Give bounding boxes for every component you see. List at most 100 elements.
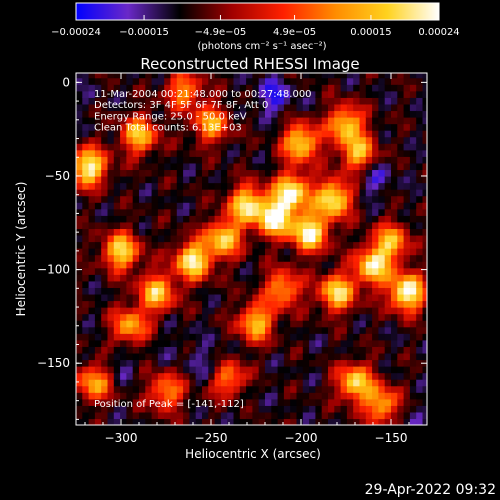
heatmap-cell: [340, 103, 348, 112]
heatmap-cell: [120, 202, 127, 210]
heatmap-cell: [346, 202, 354, 210]
heatmap-cell: [170, 293, 178, 302]
heatmap-cell: [296, 274, 304, 282]
heatmap-cell: [397, 280, 405, 288]
heatmap-cell: [88, 274, 96, 282]
heatmap-cell: [265, 175, 272, 184]
heatmap-cell: [283, 254, 291, 262]
heatmap-cell: [353, 136, 361, 144]
heatmap-cell: [346, 149, 354, 157]
heatmap-cell: [227, 418, 235, 425]
heatmap-cell: [296, 234, 304, 243]
heatmap-cell: [265, 392, 272, 400]
heatmap-cell: [170, 346, 178, 354]
heatmap-cell: [120, 149, 127, 157]
heatmap-cell: [409, 77, 417, 85]
heatmap-cell: [94, 326, 102, 334]
heatmap-cell: [227, 392, 235, 400]
heatmap-cell: [283, 261, 291, 269]
heatmap-cell: [120, 228, 127, 236]
heatmap-cell: [139, 90, 146, 98]
heatmap-cell: [290, 215, 298, 223]
heatmap-cell: [107, 97, 115, 105]
heatmap-cell: [365, 208, 373, 216]
heatmap-cell: [290, 73, 298, 79]
heatmap-cell: [258, 307, 266, 315]
heatmap-cell: [76, 379, 83, 387]
heatmap-cell: [164, 189, 172, 197]
heatmap-cell: [176, 274, 184, 282]
heatmap-cell: [126, 261, 134, 269]
heatmap-cell: [246, 130, 253, 138]
heatmap-cell: [290, 234, 298, 243]
heatmap-cell: [132, 77, 140, 85]
heatmap-cell: [246, 352, 253, 361]
heatmap-cell: [139, 97, 146, 105]
heatmap-cell: [94, 175, 102, 184]
heatmap-cell: [416, 110, 424, 118]
heatmap-cell: [403, 162, 411, 171]
heatmap-cell: [101, 103, 109, 112]
heatmap-cell: [409, 215, 417, 223]
heatmap-cell: [139, 372, 146, 380]
timestamp: 29-Apr-2022 09:32: [364, 482, 496, 498]
heatmap-cell: [283, 392, 291, 400]
heatmap-cell: [296, 307, 304, 315]
heatmap-cell: [422, 234, 427, 243]
heatmap-cell: [309, 372, 316, 380]
heatmap-cell: [164, 162, 172, 171]
heatmap-cell: [334, 221, 342, 230]
heatmap-cell: [391, 77, 398, 85]
heatmap-cell: [82, 333, 90, 341]
heatmap-cell: [132, 379, 140, 387]
heatmap-cell: [391, 267, 398, 275]
heatmap-cell: [189, 195, 197, 203]
heatmap-cell: [189, 208, 197, 216]
heatmap-cell: [239, 385, 247, 393]
heatmap-cell: [309, 366, 316, 374]
heatmap-cell: [277, 117, 285, 125]
heatmap-cell: [164, 372, 172, 380]
heatmap-cell: [403, 130, 411, 138]
heatmap-cell: [157, 97, 165, 105]
heatmap-cell: [157, 261, 165, 269]
heatmap-cell: [220, 300, 228, 308]
heatmap-cell: [309, 293, 316, 302]
heatmap-cell: [340, 280, 348, 288]
heatmap-cell: [416, 149, 424, 157]
heatmap-cell: [315, 73, 323, 79]
heatmap-cell: [157, 90, 165, 98]
heatmap-cell: [246, 333, 253, 341]
heatmap-cell: [151, 352, 159, 361]
heatmap-cell: [271, 202, 279, 210]
heatmap-cell: [170, 149, 178, 157]
heatmap-cell: [334, 280, 342, 288]
heatmap-cell: [145, 117, 153, 125]
heatmap-cell: [157, 103, 165, 112]
heatmap-cell: [397, 130, 405, 138]
heatmap-cell: [252, 313, 260, 321]
heatmap-cell: [422, 156, 427, 164]
heatmap-cell: [208, 254, 216, 262]
heatmap-cell: [195, 398, 203, 406]
heatmap-cell: [189, 392, 197, 400]
heatmap-cell: [113, 221, 121, 230]
heatmap-cell: [239, 182, 247, 190]
heatmap-cell: [76, 418, 83, 425]
heatmap-cell: [334, 307, 342, 315]
heatmap-cell: [365, 300, 373, 308]
heatmap-cell: [353, 326, 361, 334]
heatmap-cell: [183, 195, 190, 203]
heatmap-cell: [321, 215, 329, 223]
heatmap-cell: [422, 352, 427, 361]
heatmap-cell: [321, 175, 329, 184]
heatmap-cell: [126, 313, 134, 321]
heatmap-cell: [353, 228, 361, 236]
heatmap-cell: [315, 293, 323, 302]
heatmap-cell: [101, 366, 109, 374]
heatmap-cell: [120, 307, 127, 315]
heatmap-cell: [139, 202, 146, 210]
heatmap-cell: [365, 117, 373, 125]
heatmap-cell: [277, 136, 285, 144]
heatmap-cell: [126, 379, 134, 387]
